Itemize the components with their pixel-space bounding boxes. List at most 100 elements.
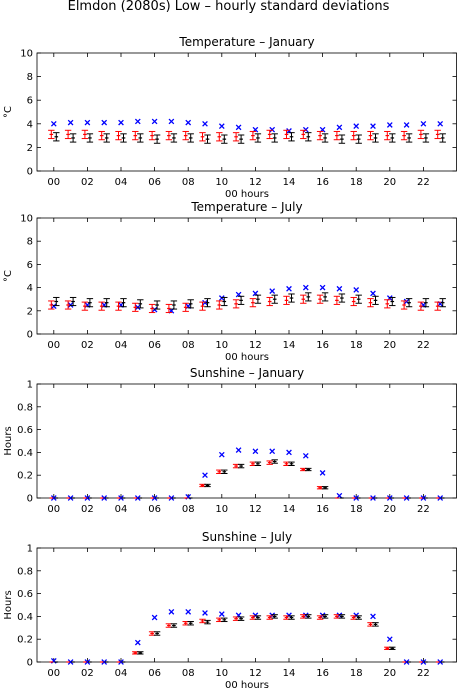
y-tick-label: 0.6 xyxy=(17,425,33,436)
x-marker xyxy=(353,495,360,501)
x-tick-label: 18 xyxy=(350,177,363,188)
y-tick-label: 4 xyxy=(27,283,33,294)
chart-title: Sunshine – July xyxy=(202,530,292,544)
x-marker xyxy=(353,612,360,619)
x-tick-label: 00 xyxy=(47,668,60,679)
x-marker xyxy=(269,288,276,294)
x-marker xyxy=(84,119,91,126)
y-tick-label: 10 xyxy=(20,214,33,225)
y-tick-label: 0.8 xyxy=(17,566,33,577)
x-marker xyxy=(84,495,91,501)
x-tick-label: 16 xyxy=(316,177,329,188)
x-marker xyxy=(50,120,57,127)
chart-title: Temperature – January xyxy=(178,35,314,49)
x-tick-label: 06 xyxy=(148,504,161,515)
x-marker xyxy=(403,122,410,128)
y-tick-label: 4 xyxy=(27,119,33,130)
x-tick-label: 00 xyxy=(47,340,60,351)
x-marker xyxy=(437,120,444,127)
x-tick-label: 20 xyxy=(383,340,396,351)
y-axis-label: Hours xyxy=(3,590,14,619)
x-marker xyxy=(202,472,208,479)
y-axis-label: °C xyxy=(3,106,14,118)
x-marker xyxy=(134,639,141,646)
x-marker xyxy=(84,659,91,665)
x-marker xyxy=(319,284,326,291)
x-marker xyxy=(218,295,225,301)
x-marker xyxy=(319,470,326,476)
y-tick-label: 2 xyxy=(27,306,33,317)
x-marker xyxy=(185,119,192,126)
x-marker xyxy=(420,659,427,665)
x-marker xyxy=(235,124,242,131)
x-marker xyxy=(118,659,124,665)
x-tick-label: 10 xyxy=(215,668,228,679)
x-marker xyxy=(50,495,57,501)
x-marker xyxy=(302,126,309,133)
y-tick-label: 0.4 xyxy=(17,612,33,623)
x-tick-label: 04 xyxy=(115,177,128,188)
x-tick-label: 08 xyxy=(182,668,195,679)
x-marker xyxy=(67,302,74,308)
y-tick-label: 0.4 xyxy=(17,448,33,459)
x-marker xyxy=(252,612,259,619)
y-tick-label: 8 xyxy=(27,237,33,248)
x-tick-label: 18 xyxy=(350,668,363,679)
x-tick-label: 16 xyxy=(316,668,329,679)
y-axis-label: °C xyxy=(3,270,14,282)
x-tick-label: 20 xyxy=(383,177,396,188)
x-marker xyxy=(370,613,376,620)
x-tick-label: 06 xyxy=(148,668,161,679)
y-tick-label: 0.8 xyxy=(17,402,33,413)
x-marker xyxy=(218,611,225,617)
x-marker xyxy=(302,452,309,459)
x-tick-label: 04 xyxy=(115,668,128,679)
x-marker xyxy=(386,122,393,128)
x-tick-label: 14 xyxy=(283,668,296,679)
x-tick-label: 18 xyxy=(350,504,363,515)
plot-frame xyxy=(36,383,457,499)
x-marker xyxy=(202,610,208,616)
y-tick-label: 0.6 xyxy=(17,589,33,600)
chart-panel-3: Sunshine – January 0 0.2 0.4 0.6 0.8 1 00 02 04 06… xyxy=(3,366,457,515)
x-tick-label: 10 xyxy=(215,504,228,515)
x-tick-label: 02 xyxy=(81,340,94,351)
x-axis-label: 00 hours xyxy=(225,189,269,200)
x-marker xyxy=(336,492,343,499)
x-marker xyxy=(134,304,141,311)
x-tick-label: 22 xyxy=(417,668,430,679)
y-tick-label: 1 xyxy=(27,544,33,555)
x-marker xyxy=(302,284,309,291)
figure-title: Elmdon (2080s) Low – hourly standard dev… xyxy=(67,0,390,14)
x-tick-label: 20 xyxy=(383,504,396,515)
x-marker xyxy=(370,495,376,501)
x-tick-label: 12 xyxy=(249,504,262,515)
plot-frame xyxy=(36,547,457,663)
x-marker xyxy=(101,119,108,126)
x-marker xyxy=(202,120,208,127)
x-marker xyxy=(403,495,410,501)
x-tick-label: 04 xyxy=(115,340,128,351)
series-2 xyxy=(49,460,440,499)
x-tick-label: 08 xyxy=(182,340,195,351)
x-marker xyxy=(151,614,158,621)
y-tick-label: 0.2 xyxy=(17,635,33,646)
x-tick-label: 16 xyxy=(316,504,329,515)
series-3 xyxy=(54,614,445,663)
x-marker xyxy=(252,448,259,455)
x-tick-label: 08 xyxy=(182,177,195,188)
x-marker xyxy=(420,495,427,501)
x-marker xyxy=(202,299,208,306)
y-tick-label: 2 xyxy=(27,143,33,154)
x-marker xyxy=(403,659,410,665)
x-tick-label: 06 xyxy=(148,340,161,351)
y-tick-label: 6 xyxy=(27,260,33,271)
x-marker xyxy=(336,285,343,292)
x-marker xyxy=(151,118,158,125)
plot-frame xyxy=(36,52,457,172)
x-tick-label: 10 xyxy=(215,340,228,351)
x-marker xyxy=(101,659,108,665)
